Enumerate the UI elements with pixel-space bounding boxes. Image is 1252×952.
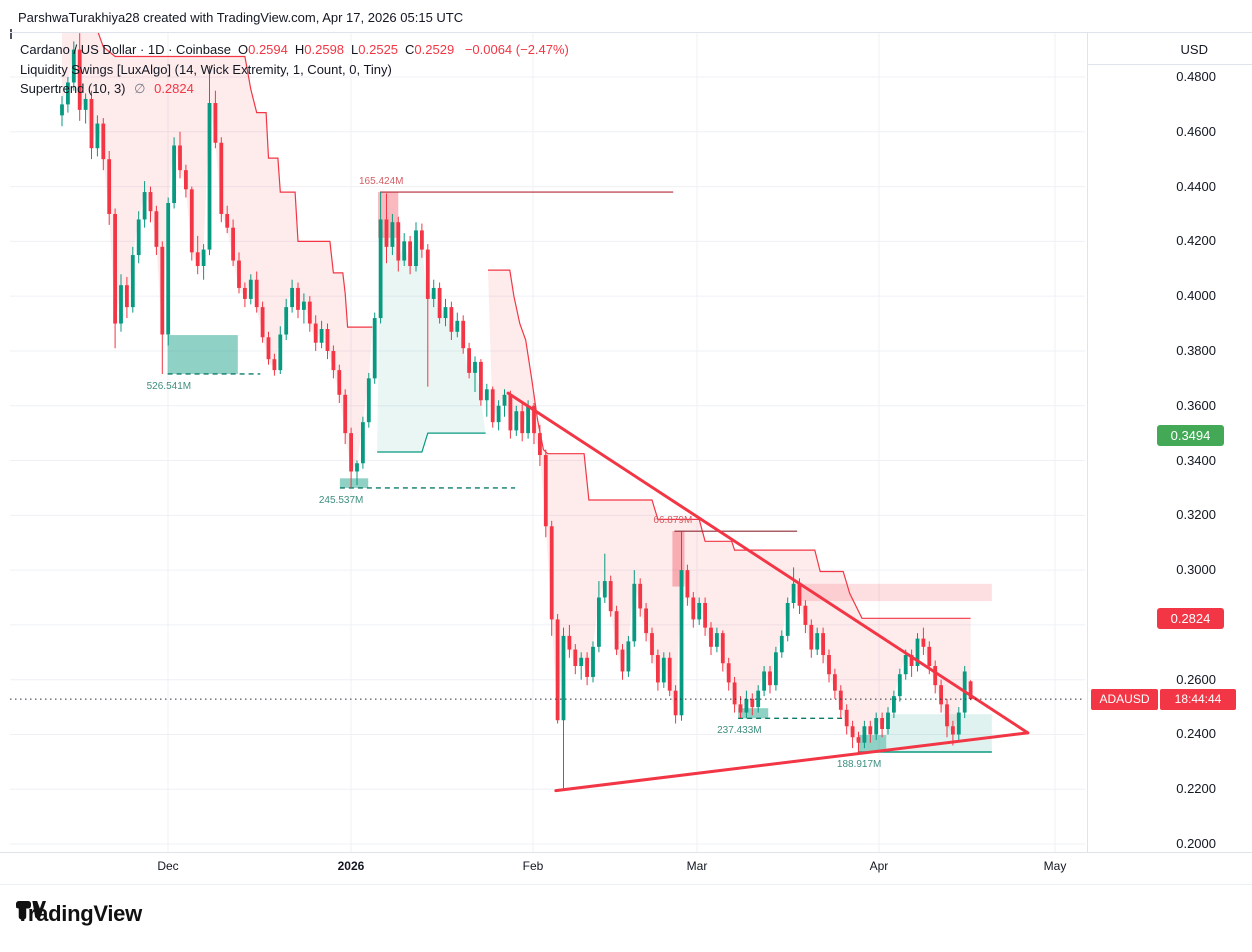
price-tick-label: 0.4800 xyxy=(1176,69,1216,84)
price-tick-label: 0.4400 xyxy=(1176,178,1216,194)
indicator-legend-supertrend[interactable]: Supertrend (10, 3) ∅ 0.2824 xyxy=(20,79,569,99)
liquidity-swings-label: Liquidity Swings [LuxAlgo] (14, Wick Ext… xyxy=(20,61,392,77)
ohlc-value: 0.2525 xyxy=(358,42,399,57)
liquidity-zone-label: 237.433M xyxy=(717,725,762,737)
ohlc-value: 0.2529 xyxy=(414,42,455,57)
chart-canvas[interactable] xyxy=(0,0,1252,890)
liquidity-zone-label: 188.917M xyxy=(836,759,882,770)
ohlc-key: C xyxy=(405,42,415,57)
time-tick-label: Apr xyxy=(869,859,889,873)
widget-bottom-border xyxy=(0,884,1252,885)
symbol-title: Cardano / US Dollar · 1D · Coinbase xyxy=(20,42,231,57)
indicator-legend-liquidity[interactable]: Liquidity Swings [LuxAlgo] (14, Wick Ext… xyxy=(20,60,569,80)
liquidity-zone-label: 165.424M xyxy=(359,176,404,188)
ohlc-value: 0.2594 xyxy=(248,42,288,57)
ohlc-key: O xyxy=(237,42,249,57)
price-tick-label: 0.3200 xyxy=(1176,507,1216,523)
supertrend-label: Supertrend (10, 3) xyxy=(20,81,126,96)
candles xyxy=(60,33,973,791)
price-tick-label: 0.2000 xyxy=(1176,836,1216,852)
time-tick-label: Mar xyxy=(686,859,708,873)
price-tick-label: 0.3600 xyxy=(1176,397,1216,413)
supertrend-price-badge: 0.2824 xyxy=(1157,608,1224,630)
hidden-icon: ∅ xyxy=(134,81,146,96)
time-tick-label: 2026 xyxy=(337,859,365,873)
bar-countdown: 18:44:44 xyxy=(1160,688,1236,710)
pane-top-border xyxy=(10,32,1252,33)
axis-header-border xyxy=(1087,64,1252,65)
corner-tick xyxy=(10,29,12,39)
last-price-badge: ADAUSD 18:44:44 xyxy=(1091,688,1236,710)
tradingview-logo[interactable]: TradingView xyxy=(16,901,142,927)
price-tick-label: 0.2400 xyxy=(1176,726,1216,742)
time-tick-label: Feb xyxy=(522,859,544,873)
tradingview-logo-icon xyxy=(16,901,46,920)
price-tick-label: 0.2200 xyxy=(1176,781,1216,797)
time-scale-border xyxy=(0,852,1252,853)
ohlc-value: 0.2598 xyxy=(304,42,345,57)
price-tick-label: 0.3400 xyxy=(1176,452,1216,468)
price-tick-label: 0.2600 xyxy=(1176,671,1216,687)
ohlc-key: L xyxy=(351,42,359,57)
symbol-label: ADAUSD xyxy=(1091,688,1158,710)
symbol-legend-row[interactable]: Cardano / US Dollar · 1D · Coinbase O0.25… xyxy=(20,40,569,60)
price-tick-label: 0.4000 xyxy=(1176,288,1216,304)
supertrend-value: 0.2824 xyxy=(154,81,194,96)
price-tick-label: 0.4200 xyxy=(1176,233,1216,249)
price-tick-label: 0.3800 xyxy=(1176,342,1216,358)
attribution-text: ParshwaTurakhiya28 created with TradingV… xyxy=(18,10,464,25)
liquidity-zone-label: 245.537M xyxy=(318,494,364,506)
liquidity-zone-label: 66.879M xyxy=(653,515,693,527)
time-tick-label: May xyxy=(1043,859,1067,873)
price-tick-label: 0.4600 xyxy=(1176,123,1216,139)
price-scale-border xyxy=(1087,32,1088,852)
ohlc-key: H xyxy=(294,42,305,57)
price-tick-label: 0.3000 xyxy=(1176,562,1216,578)
price-scale-currency[interactable]: USD xyxy=(1180,42,1208,57)
trendline-drawings[interactable] xyxy=(506,391,1030,793)
green-price-badge: 0.3494 xyxy=(1157,424,1224,446)
gridlines xyxy=(10,32,1085,852)
chart-legend: Cardano / US Dollar · 1D · Coinbase O0.25… xyxy=(20,40,569,99)
indicator-overlays xyxy=(62,32,992,753)
change-value: −0.0064 (−2.47%) xyxy=(464,42,569,57)
time-tick-label: Dec xyxy=(157,859,179,873)
ohlc-values: O0.2594 H0.2598 L0.2525 C0.2529 xyxy=(231,42,454,57)
liquidity-zone-label: 526.541M xyxy=(146,380,192,392)
